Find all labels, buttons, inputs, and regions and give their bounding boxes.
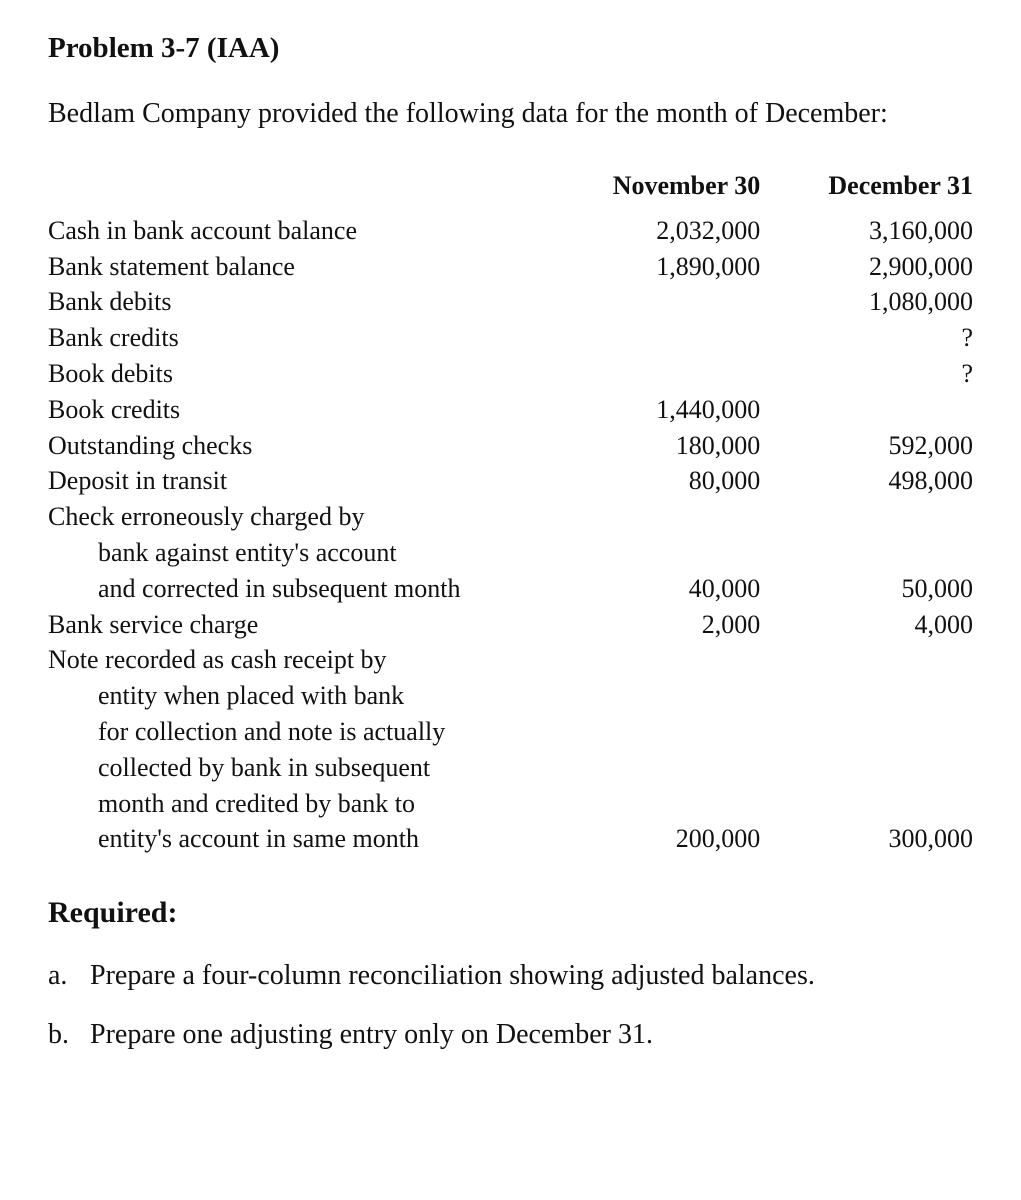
table-row: Check erroneously charged by [48, 499, 973, 535]
table-row: for collection and note is actually [48, 714, 973, 750]
intro-text: Bedlam Company provided the following da… [48, 96, 973, 132]
table-row: Book debits? [48, 356, 973, 392]
row-dec-value: 592,000 [760, 428, 973, 464]
table-row: Deposit in transit80,000498,000 [48, 463, 973, 499]
row-dec-value [760, 678, 973, 714]
table-row: Bank debits 1,080,000 [48, 284, 973, 320]
row-nov-value: 1,440,000 [557, 392, 761, 428]
problem-title: Problem 3-7 (IAA) [48, 30, 973, 68]
row-label: Book debits [48, 356, 557, 392]
row-label: Bank service charge [48, 607, 557, 643]
row-label: Outstanding checks [48, 428, 557, 464]
row-dec-value: 300,000 [760, 821, 973, 857]
table-row: collected by bank in subsequent [48, 750, 973, 786]
row-label: Note recorded as cash receipt by [48, 642, 557, 678]
row-label: Deposit in transit [48, 463, 557, 499]
row-nov-value: 1,890,000 [557, 249, 761, 285]
table-row: entity's account in same month200,000300… [48, 821, 973, 857]
row-dec-value [760, 535, 973, 571]
row-dec-value: 50,000 [760, 571, 973, 607]
row-nov-value: 2,032,000 [557, 213, 761, 249]
row-label: entity's account in same month [48, 821, 557, 857]
row-nov-value: 2,000 [557, 607, 761, 643]
row-dec-value [760, 786, 973, 822]
row-dec-value [760, 714, 973, 750]
requirement-item: b.Prepare one adjusting entry only on De… [48, 1017, 973, 1053]
row-nov-value [557, 678, 761, 714]
table-row: Bank credits? [48, 320, 973, 356]
row-label: Bank credits [48, 320, 557, 356]
header-blank [48, 168, 557, 213]
requirement-letter: a. [48, 958, 90, 994]
table-header-row: November 30 December 31 [48, 168, 973, 213]
row-nov-value: 200,000 [557, 821, 761, 857]
row-label: Bank debits [48, 284, 557, 320]
row-dec-value [760, 499, 973, 535]
table-row: and corrected in subsequent month40,0005… [48, 571, 973, 607]
row-dec-value [760, 750, 973, 786]
row-nov-value [557, 535, 761, 571]
row-nov-value [557, 714, 761, 750]
row-dec-value [760, 392, 973, 428]
row-nov-value [557, 320, 761, 356]
row-label: Check erroneously charged by [48, 499, 557, 535]
table-row: Note recorded as cash receipt by [48, 642, 973, 678]
row-nov-value: 80,000 [557, 463, 761, 499]
row-dec-value: ? [760, 356, 973, 392]
row-nov-value [557, 750, 761, 786]
table-row: month and credited by bank to [48, 786, 973, 822]
row-dec-value: 3,160,000 [760, 213, 973, 249]
required-heading: Required: [48, 893, 973, 932]
requirement-text: Prepare one adjusting entry only on Dece… [90, 1017, 973, 1053]
table-row: Cash in bank account balance2,032,0003,1… [48, 213, 973, 249]
row-label: Cash in bank account balance [48, 213, 557, 249]
row-nov-value: 40,000 [557, 571, 761, 607]
row-nov-value [557, 356, 761, 392]
table-row: bank against entity's account [48, 535, 973, 571]
requirement-letter: b. [48, 1017, 90, 1053]
row-label: entity when placed with bank [48, 678, 557, 714]
header-nov: November 30 [557, 168, 761, 213]
row-nov-value [557, 284, 761, 320]
row-label: Bank statement balance [48, 249, 557, 285]
row-label: for collection and note is actually [48, 714, 557, 750]
table-row: Book credits1,440,000 [48, 392, 973, 428]
row-label: month and credited by bank to [48, 786, 557, 822]
row-label: and corrected in subsequent month [48, 571, 557, 607]
row-dec-value [760, 642, 973, 678]
row-label: collected by bank in subsequent [48, 750, 557, 786]
data-table: November 30 December 31 Cash in bank acc… [48, 168, 973, 857]
row-label: Book credits [48, 392, 557, 428]
row-nov-value [557, 642, 761, 678]
row-nov-value: 180,000 [557, 428, 761, 464]
row-nov-value [557, 499, 761, 535]
row-dec-value: 498,000 [760, 463, 973, 499]
requirement-text: Prepare a four-column reconciliation sho… [90, 958, 973, 994]
table-row: Bank statement balance1,890,0002,900,000 [48, 249, 973, 285]
requirement-item: a.Prepare a four-column reconciliation s… [48, 958, 973, 994]
table-row: Outstanding checks180,000592,000 [48, 428, 973, 464]
table-row: Bank service charge2,0004,000 [48, 607, 973, 643]
table-row: entity when placed with bank [48, 678, 973, 714]
row-dec-value: 1,080,000 [760, 284, 973, 320]
row-label: bank against entity's account [48, 535, 557, 571]
row-dec-value: ? [760, 320, 973, 356]
row-dec-value: 4,000 [760, 607, 973, 643]
header-dec: December 31 [760, 168, 973, 213]
row-nov-value [557, 786, 761, 822]
row-dec-value: 2,900,000 [760, 249, 973, 285]
